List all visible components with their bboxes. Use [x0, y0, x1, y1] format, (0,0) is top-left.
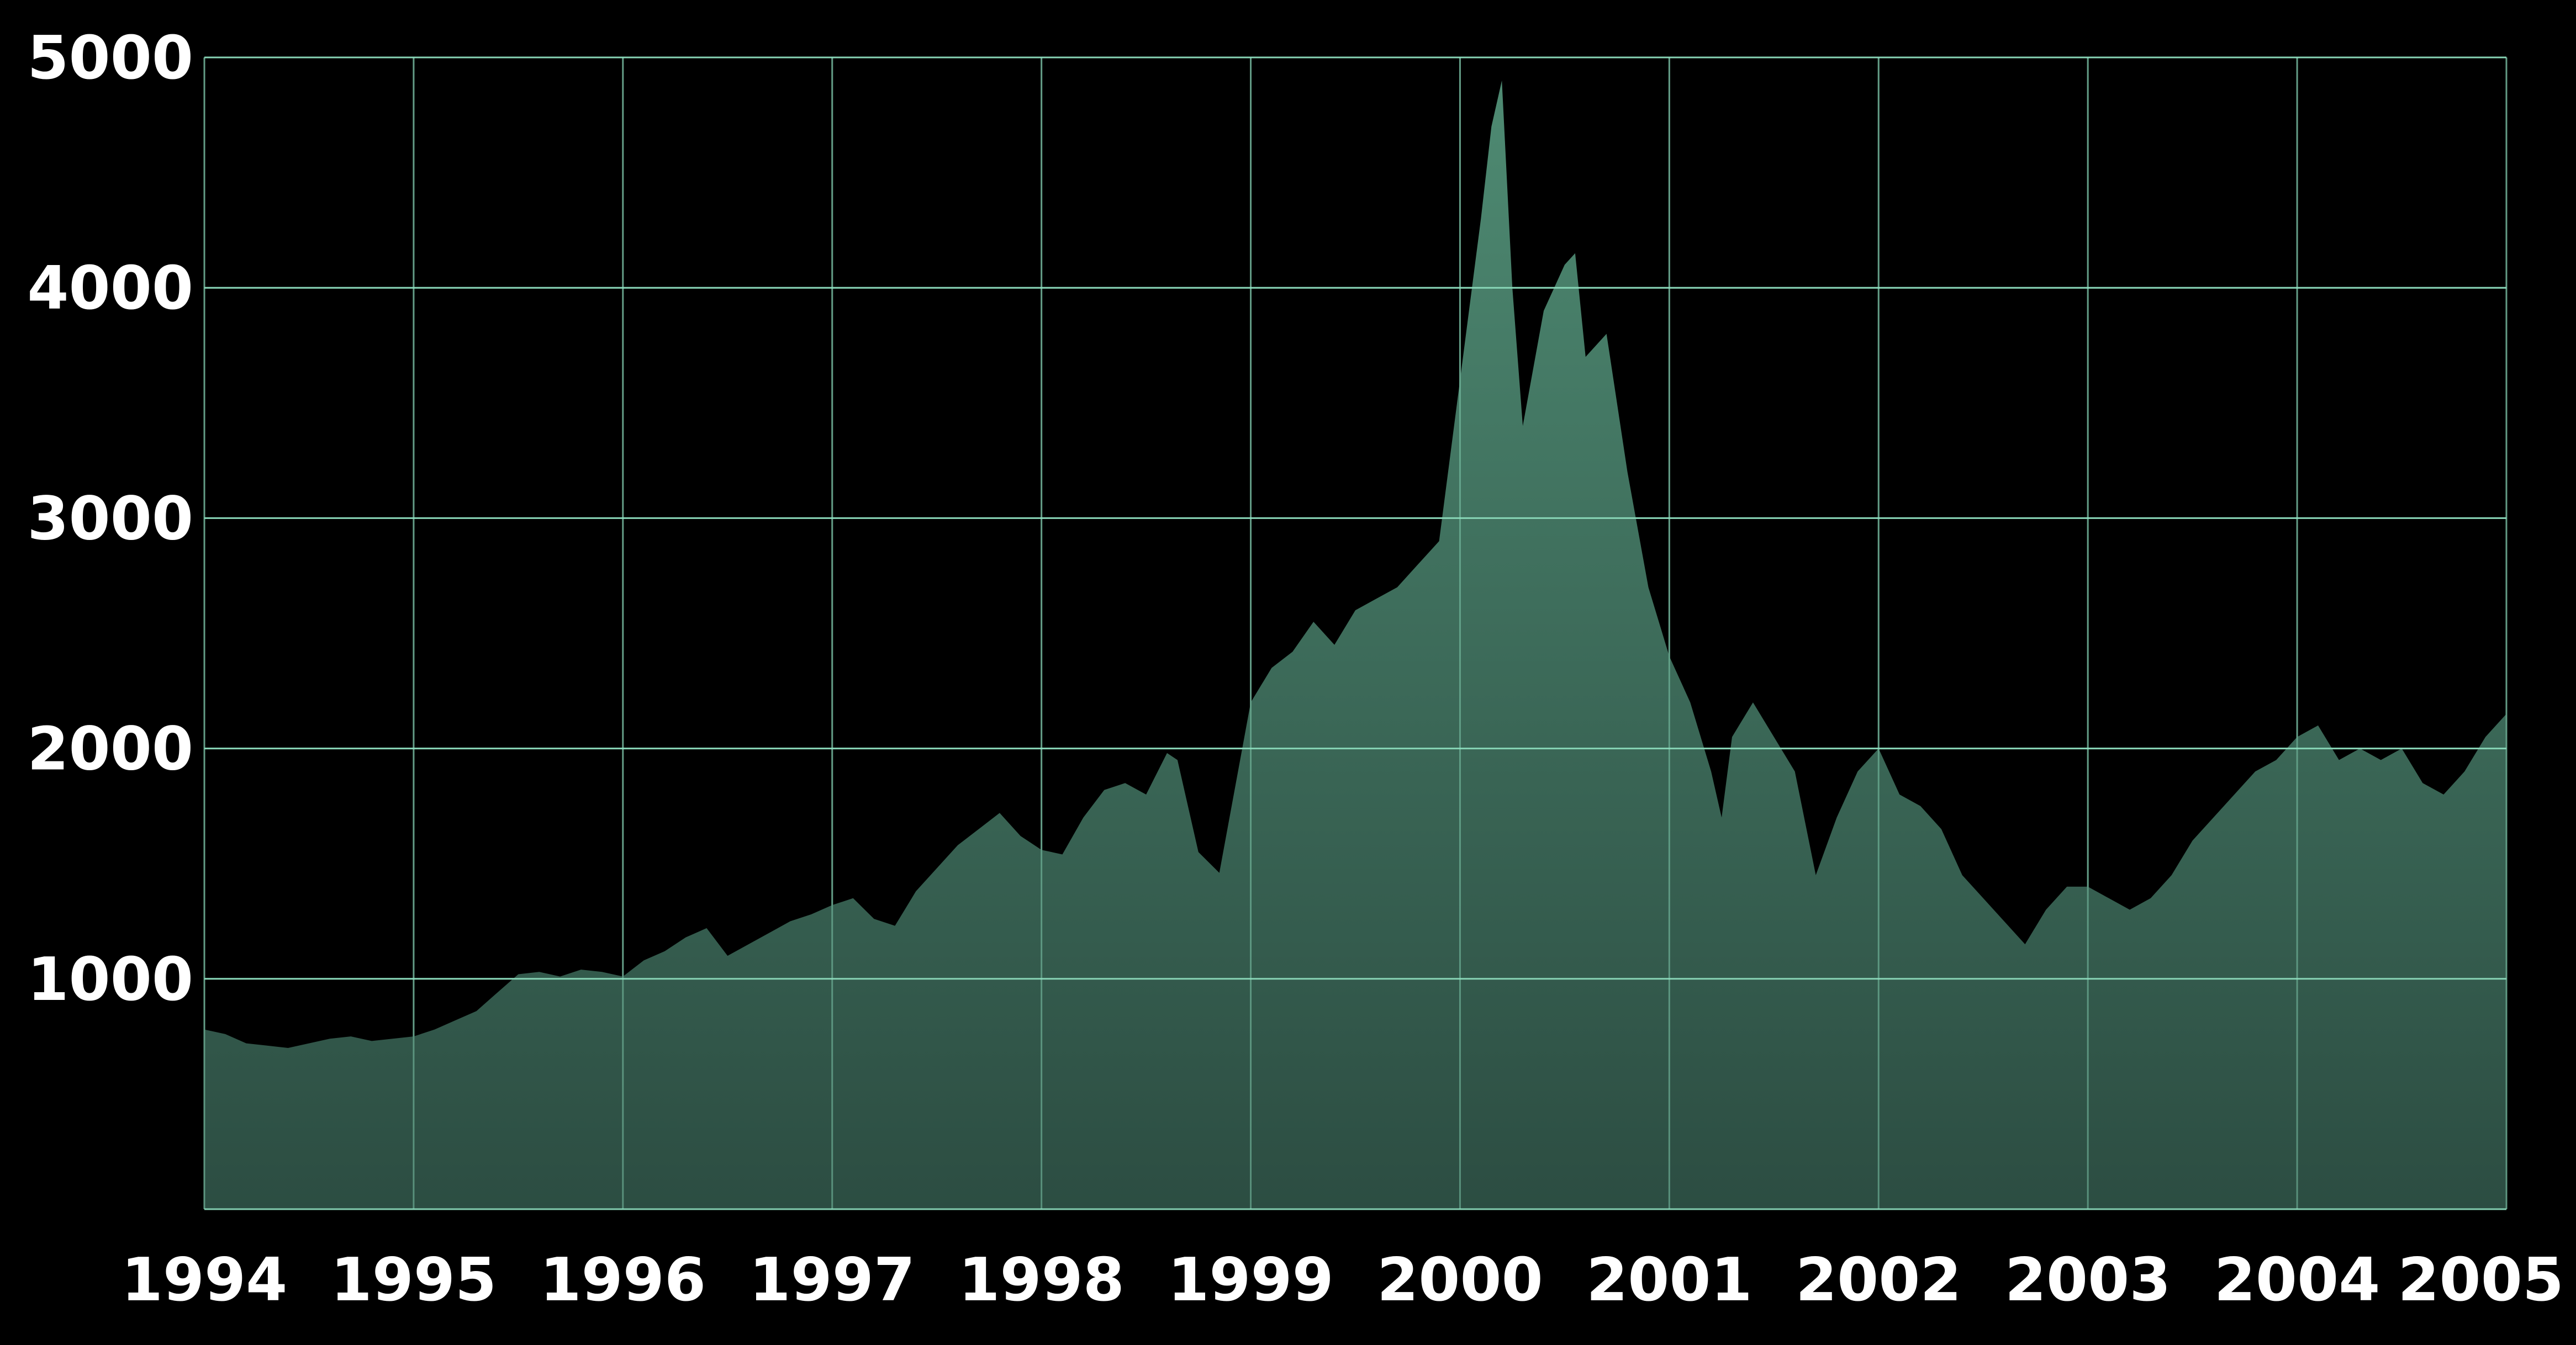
- y-axis-tick-labels: 1000 2000 3000 4000 5000: [27, 24, 193, 1014]
- x-tick-label: 2001: [1586, 1246, 1752, 1315]
- x-tick-label: 2003: [2005, 1246, 2171, 1315]
- x-tick-label: 1994: [122, 1246, 288, 1315]
- y-tick-label: 3000: [27, 484, 193, 553]
- y-tick-label: 2000: [27, 715, 193, 784]
- x-tick-label: 1998: [958, 1246, 1125, 1315]
- y-tick-label: 1000: [27, 945, 193, 1014]
- x-tick-label: 2000: [1377, 1246, 1543, 1315]
- x-tick-label: 1997: [749, 1246, 915, 1315]
- x-tick-label: 2005: [2398, 1246, 2564, 1315]
- series-area: [204, 80, 2506, 1210]
- y-tick-label: 4000: [27, 254, 193, 323]
- grid-lines-front: [203, 56, 2508, 1210]
- x-tick-label: 1999: [1168, 1246, 1334, 1315]
- x-tick-label: 1995: [331, 1246, 497, 1315]
- x-tick-label: 2002: [1796, 1246, 1962, 1315]
- x-axis-tick-labels: 1994 1995 1996 1997 1998 1999 2000 2001 2002 2003…: [122, 1246, 2564, 1315]
- x-tick-label: 2004: [2214, 1246, 2380, 1315]
- y-tick-label: 5000: [27, 24, 193, 93]
- x-tick-label: 1996: [540, 1246, 706, 1315]
